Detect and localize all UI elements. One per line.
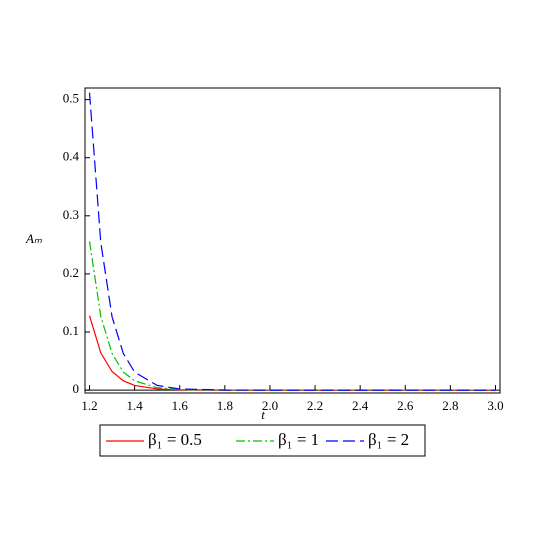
legend-label: β₁ = 1 — [278, 430, 319, 449]
y-axis-label: Aₘ — [25, 231, 43, 246]
legend-label: β₁ = 0.5 — [148, 430, 202, 449]
x-tick-label: 1.8 — [217, 398, 233, 413]
y-tick-label: 0 — [73, 381, 80, 396]
legend-frame — [99, 424, 426, 457]
x-tick-label: 2.2 — [307, 398, 323, 413]
y-tick-label: 0.5 — [63, 91, 79, 106]
series-line — [88, 241, 496, 391]
legend: β₁ = 0.5 β₁ = 1 β₁ = 2 — [106, 430, 409, 449]
x-tick-label: 2.6 — [397, 398, 414, 413]
y-tick-label: 0.1 — [63, 323, 79, 338]
y-tick-label: 0.3 — [63, 207, 79, 222]
series-line — [88, 315, 496, 391]
series-line — [88, 92, 496, 391]
plot-frame — [84, 87, 501, 394]
x-axis-label: t — [261, 407, 265, 422]
y-tick-label: 0.4 — [63, 149, 80, 164]
x-tick-label: 3.0 — [487, 398, 503, 413]
y-tick-label: 0.2 — [63, 265, 79, 280]
x-tick-label: 2.4 — [352, 398, 369, 413]
x-tick-label: 2.8 — [442, 398, 458, 413]
x-tick-label: 1.4 — [126, 398, 143, 413]
x-tick-label: 1.2 — [81, 398, 97, 413]
legend-label: β₁ = 2 — [368, 430, 409, 449]
x-tick-label: 2.0 — [262, 398, 278, 413]
x-tick-label: 1.6 — [172, 398, 189, 413]
